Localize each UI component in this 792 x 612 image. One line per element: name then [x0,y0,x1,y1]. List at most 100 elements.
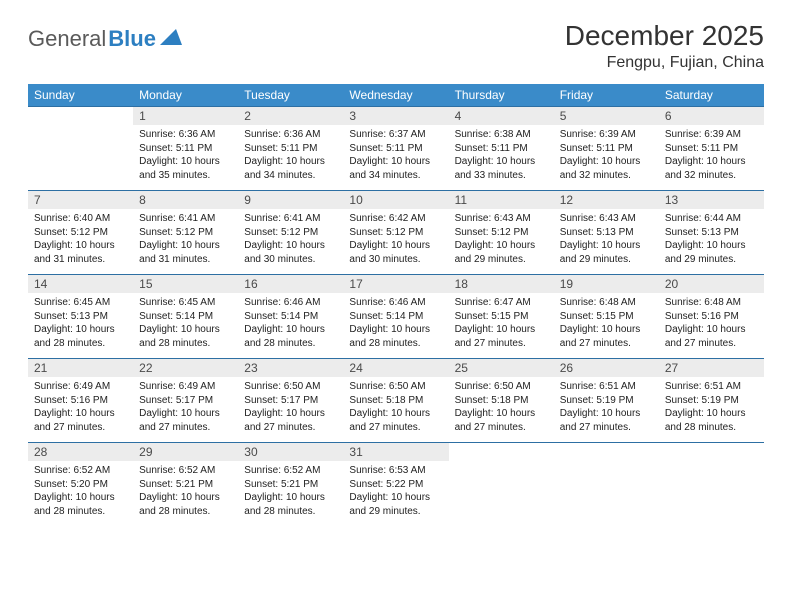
day-header: Friday [554,84,659,107]
calendar-day-cell: 13Sunrise: 6:44 AMSunset: 5:13 PMDayligh… [659,191,764,275]
sunrise-text: Sunrise: 6:45 AM [139,296,232,310]
calendar-day-cell: 12Sunrise: 6:43 AMSunset: 5:13 PMDayligh… [554,191,659,275]
day-number: 30 [238,443,343,461]
sunset-text: Sunset: 5:12 PM [455,226,548,240]
calendar-day-cell: 28Sunrise: 6:52 AMSunset: 5:20 PMDayligh… [28,443,133,527]
sunrise-text: Sunrise: 6:53 AM [349,464,442,478]
day-number: 15 [133,275,238,293]
calendar-day-cell: 1Sunrise: 6:36 AMSunset: 5:11 PMDaylight… [133,107,238,191]
sunrise-text: Sunrise: 6:48 AM [560,296,653,310]
day-number: 2 [238,107,343,125]
sunset-text: Sunset: 5:13 PM [560,226,653,240]
day-number: 26 [554,359,659,377]
calendar-day-cell: 30Sunrise: 6:52 AMSunset: 5:21 PMDayligh… [238,443,343,527]
sunrise-text: Sunrise: 6:41 AM [244,212,337,226]
logo: GeneralBlue [28,20,182,52]
day-body: Sunrise: 6:50 AMSunset: 5:18 PMDaylight:… [449,377,554,442]
calendar-day-cell [659,443,764,527]
sunrise-text: Sunrise: 6:42 AM [349,212,442,226]
sunrise-text: Sunrise: 6:41 AM [139,212,232,226]
day-number: 17 [343,275,448,293]
sunset-text: Sunset: 5:13 PM [34,310,127,324]
sunset-text: Sunset: 5:11 PM [139,142,232,156]
sunset-text: Sunset: 5:12 PM [244,226,337,240]
sunset-text: Sunset: 5:12 PM [34,226,127,240]
sunrise-text: Sunrise: 6:49 AM [34,380,127,394]
day-body: Sunrise: 6:42 AMSunset: 5:12 PMDaylight:… [343,209,448,274]
sunrise-text: Sunrise: 6:36 AM [244,128,337,142]
day-body [659,447,764,503]
logo-triangle-icon [160,29,182,50]
daylight-text: Daylight: 10 hours and 28 minutes. [665,407,758,434]
sunrise-text: Sunrise: 6:39 AM [665,128,758,142]
daylight-text: Daylight: 10 hours and 27 minutes. [139,407,232,434]
sunset-text: Sunset: 5:17 PM [244,394,337,408]
daylight-text: Daylight: 10 hours and 34 minutes. [244,155,337,182]
calendar-day-cell: 24Sunrise: 6:50 AMSunset: 5:18 PMDayligh… [343,359,448,443]
calendar-day-cell: 31Sunrise: 6:53 AMSunset: 5:22 PMDayligh… [343,443,448,527]
calendar-day-cell: 27Sunrise: 6:51 AMSunset: 5:19 PMDayligh… [659,359,764,443]
sunrise-text: Sunrise: 6:52 AM [139,464,232,478]
sunrise-text: Sunrise: 6:48 AM [665,296,758,310]
sunset-text: Sunset: 5:15 PM [455,310,548,324]
calendar-week-row: 7Sunrise: 6:40 AMSunset: 5:12 PMDaylight… [28,191,764,275]
sunrise-text: Sunrise: 6:37 AM [349,128,442,142]
calendar-day-cell: 26Sunrise: 6:51 AMSunset: 5:19 PMDayligh… [554,359,659,443]
daylight-text: Daylight: 10 hours and 32 minutes. [665,155,758,182]
day-number: 14 [28,275,133,293]
day-body: Sunrise: 6:52 AMSunset: 5:20 PMDaylight:… [28,461,133,526]
sunset-text: Sunset: 5:12 PM [139,226,232,240]
day-body: Sunrise: 6:43 AMSunset: 5:12 PMDaylight:… [449,209,554,274]
sunrise-text: Sunrise: 6:43 AM [455,212,548,226]
daylight-text: Daylight: 10 hours and 30 minutes. [244,239,337,266]
day-number: 23 [238,359,343,377]
daylight-text: Daylight: 10 hours and 34 minutes. [349,155,442,182]
sunrise-text: Sunrise: 6:51 AM [560,380,653,394]
calendar-day-cell: 3Sunrise: 6:37 AMSunset: 5:11 PMDaylight… [343,107,448,191]
sunrise-text: Sunrise: 6:43 AM [560,212,653,226]
day-number: 3 [343,107,448,125]
sunset-text: Sunset: 5:18 PM [349,394,442,408]
day-body: Sunrise: 6:37 AMSunset: 5:11 PMDaylight:… [343,125,448,190]
calendar-day-cell: 21Sunrise: 6:49 AMSunset: 5:16 PMDayligh… [28,359,133,443]
day-body: Sunrise: 6:36 AMSunset: 5:11 PMDaylight:… [133,125,238,190]
day-number: 8 [133,191,238,209]
daylight-text: Daylight: 10 hours and 27 minutes. [560,407,653,434]
day-header-row: Sunday Monday Tuesday Wednesday Thursday… [28,84,764,107]
day-number: 28 [28,443,133,461]
day-number: 25 [449,359,554,377]
daylight-text: Daylight: 10 hours and 29 minutes. [455,239,548,266]
day-body: Sunrise: 6:39 AMSunset: 5:11 PMDaylight:… [659,125,764,190]
calendar-day-cell: 7Sunrise: 6:40 AMSunset: 5:12 PMDaylight… [28,191,133,275]
calendar-day-cell: 5Sunrise: 6:39 AMSunset: 5:11 PMDaylight… [554,107,659,191]
title-block: December 2025 Fengpu, Fujian, China [565,20,764,72]
day-body: Sunrise: 6:46 AMSunset: 5:14 PMDaylight:… [238,293,343,358]
daylight-text: Daylight: 10 hours and 33 minutes. [455,155,548,182]
calendar-day-cell [449,443,554,527]
sunrise-text: Sunrise: 6:45 AM [34,296,127,310]
day-number: 16 [238,275,343,293]
day-body: Sunrise: 6:38 AMSunset: 5:11 PMDaylight:… [449,125,554,190]
page-title: December 2025 [565,20,764,52]
calendar-day-cell: 18Sunrise: 6:47 AMSunset: 5:15 PMDayligh… [449,275,554,359]
day-body [554,447,659,503]
day-number: 5 [554,107,659,125]
day-body: Sunrise: 6:49 AMSunset: 5:17 PMDaylight:… [133,377,238,442]
daylight-text: Daylight: 10 hours and 28 minutes. [34,491,127,518]
daylight-text: Daylight: 10 hours and 27 minutes. [455,407,548,434]
sunrise-text: Sunrise: 6:50 AM [455,380,548,394]
sunset-text: Sunset: 5:11 PM [349,142,442,156]
daylight-text: Daylight: 10 hours and 27 minutes. [560,323,653,350]
daylight-text: Daylight: 10 hours and 31 minutes. [34,239,127,266]
day-number: 11 [449,191,554,209]
day-header: Saturday [659,84,764,107]
calendar-week-row: 21Sunrise: 6:49 AMSunset: 5:16 PMDayligh… [28,359,764,443]
day-number: 10 [343,191,448,209]
sunrise-text: Sunrise: 6:44 AM [665,212,758,226]
daylight-text: Daylight: 10 hours and 29 minutes. [665,239,758,266]
day-header: Sunday [28,84,133,107]
day-body: Sunrise: 6:53 AMSunset: 5:22 PMDaylight:… [343,461,448,526]
daylight-text: Daylight: 10 hours and 29 minutes. [349,491,442,518]
day-body: Sunrise: 6:40 AMSunset: 5:12 PMDaylight:… [28,209,133,274]
daylight-text: Daylight: 10 hours and 28 minutes. [349,323,442,350]
